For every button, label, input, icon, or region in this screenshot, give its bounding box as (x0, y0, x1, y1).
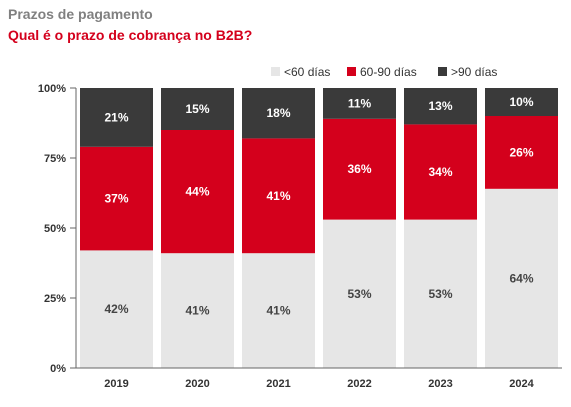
bar-segment (485, 88, 558, 116)
bar-segment (404, 124, 477, 220)
bar-segment (242, 253, 315, 368)
data-label: 44% (185, 185, 209, 199)
x-tick-label: 2024 (509, 378, 534, 390)
data-label: 34% (428, 165, 452, 179)
data-label: 64% (509, 271, 533, 285)
y-tick-label: 0% (50, 363, 66, 375)
bar-segment (161, 88, 234, 130)
y-tick-label: 75% (44, 153, 66, 165)
bar-segment (323, 88, 396, 119)
x-tick-label: 2022 (347, 378, 371, 390)
bar-segment (485, 188, 558, 368)
data-label: 41% (266, 189, 290, 203)
x-tick-label: 2020 (185, 378, 209, 390)
legend-label: >90 días (451, 65, 497, 79)
bar-segment (242, 88, 315, 139)
data-label: 26% (509, 145, 533, 159)
legend-swatch (438, 67, 447, 76)
data-label: 15% (185, 102, 209, 116)
chart-subtitle: Qual é o prazo de cobrança no B2B? (8, 27, 253, 43)
data-label: 21% (104, 110, 128, 124)
y-tick-label: 25% (44, 293, 66, 305)
y-tick-label: 50% (44, 223, 66, 235)
bar-segment (80, 88, 153, 147)
data-label: 41% (185, 304, 209, 318)
legend-label: <60 días (284, 65, 330, 79)
chart-title: Prazos de pagamento (8, 6, 153, 22)
x-tick-label: 2019 (104, 378, 128, 390)
legend-swatch (347, 67, 356, 76)
data-label: 13% (428, 99, 452, 113)
bar-segment (161, 130, 234, 254)
bar-segment (323, 219, 396, 368)
data-label: 18% (266, 106, 290, 120)
x-tick-label: 2021 (266, 378, 290, 390)
data-label: 53% (347, 287, 371, 301)
data-label: 37% (104, 192, 128, 206)
bar-segment (80, 250, 153, 368)
bar-segment (323, 118, 396, 220)
bar-segment (485, 116, 558, 189)
data-label: 10% (509, 95, 533, 109)
data-label: 42% (104, 302, 128, 316)
bar-segment (80, 146, 153, 251)
x-tick-label: 2023 (428, 378, 452, 390)
data-label: 11% (348, 96, 372, 110)
bar-segment (404, 219, 477, 368)
bar-segment (161, 253, 234, 368)
bar-segment (242, 138, 315, 254)
legend-swatch (271, 67, 280, 76)
bar-segment (404, 88, 477, 125)
y-tick-label: 100% (38, 83, 66, 95)
data-label: 41% (266, 304, 290, 318)
data-label: 36% (347, 162, 371, 176)
data-label: 53% (428, 287, 452, 301)
legend-label: 60-90 días (360, 65, 417, 79)
